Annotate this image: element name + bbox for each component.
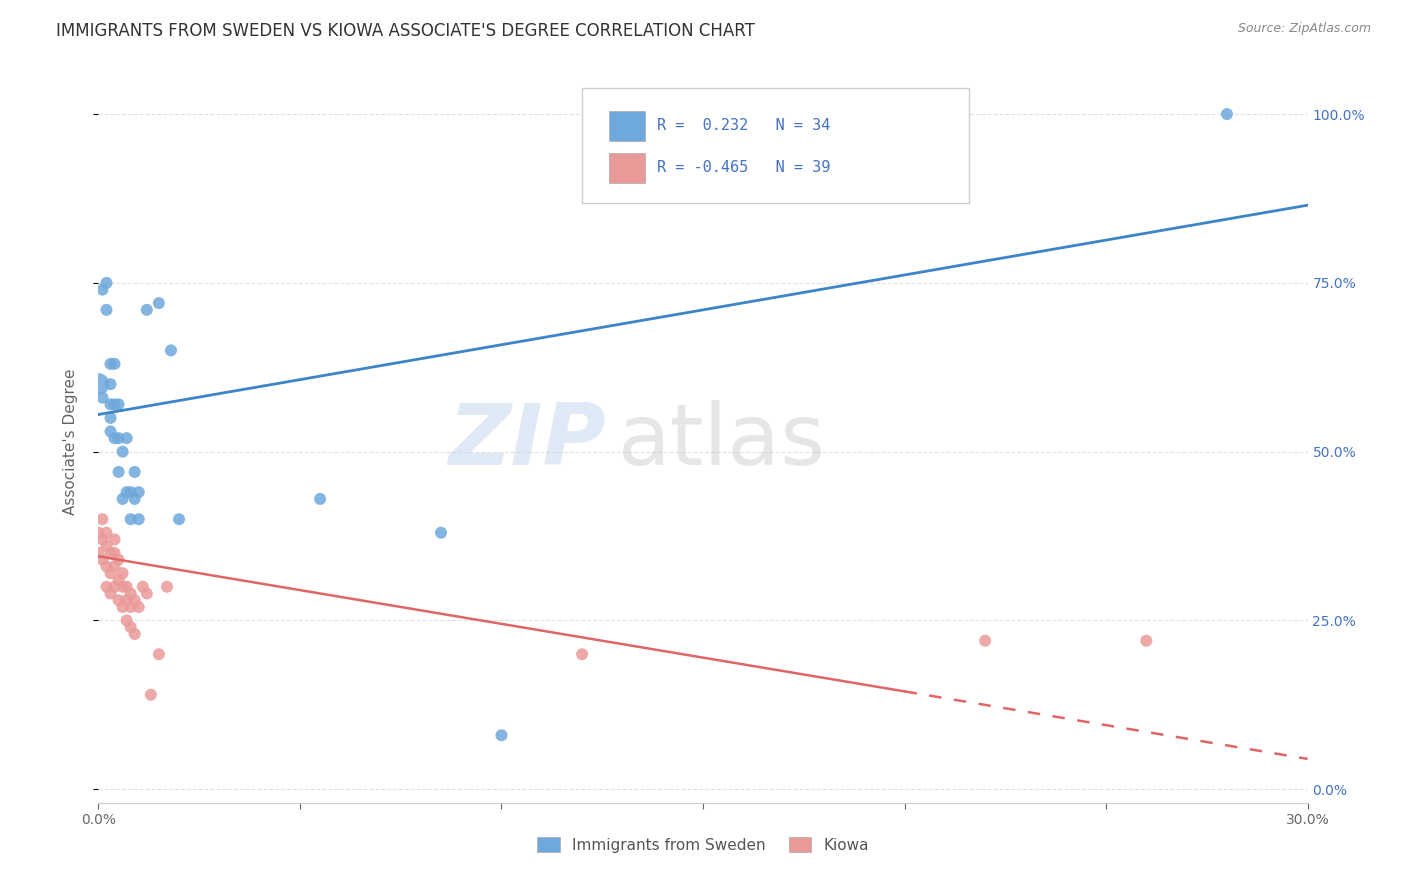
Point (103, 397, 125, 411)
Point (100, 377, 122, 392)
Point (103, 580, 125, 594)
Point (111, 566, 134, 581)
Y-axis label: Associate's Degree: Associate's Degree (63, 368, 77, 515)
Point (96, 525, 118, 540)
Point (87, 525, 110, 540)
Text: Source: ZipAtlas.com: Source: ZipAtlas.com (1237, 22, 1371, 36)
Point (107, 573, 129, 587)
Point (115, 485, 138, 500)
Point (148, 296, 170, 310)
Point (120, 586, 142, 600)
Point (120, 599, 142, 614)
Point (128, 599, 150, 614)
Point (103, 431, 125, 445)
Point (100, 566, 122, 581)
Point (107, 552, 129, 566)
Point (491, 728, 513, 742)
Point (96, 276, 118, 290)
Point (96, 559, 118, 574)
Point (124, 491, 146, 506)
Text: R = -0.465   N = 39: R = -0.465 N = 39 (657, 161, 831, 175)
Point (87, 546, 110, 560)
Point (100, 425, 122, 439)
Point (309, 491, 332, 506)
Point (103, 357, 125, 371)
Text: IMMIGRANTS FROM SWEDEN VS KIOWA ASSOCIATE'S DEGREE CORRELATION CHART: IMMIGRANTS FROM SWEDEN VS KIOWA ASSOCIAT… (56, 22, 755, 40)
Point (1135, 633, 1157, 648)
Point (87, 377, 110, 392)
Point (103, 559, 125, 574)
Point (107, 593, 129, 607)
Point (111, 599, 134, 614)
Point (91, 512, 114, 526)
Point (111, 444, 134, 458)
Point (111, 580, 134, 594)
Point (107, 465, 129, 479)
Point (107, 397, 129, 411)
Point (132, 580, 155, 594)
Bar (609, 111, 645, 141)
Point (135, 302, 157, 317)
Point (135, 586, 157, 600)
Point (124, 593, 146, 607)
Text: R =  0.232   N = 34: R = 0.232 N = 34 (657, 119, 831, 133)
Point (571, 647, 593, 661)
Point (115, 614, 138, 628)
Bar (609, 153, 645, 183)
Point (103, 546, 125, 560)
Point (115, 593, 138, 607)
Point (91, 283, 114, 297)
Point (160, 343, 183, 358)
Text: ZIP: ZIP (449, 400, 606, 483)
Point (156, 580, 179, 594)
Point (148, 647, 170, 661)
Point (128, 485, 150, 500)
Point (124, 465, 146, 479)
Point (974, 633, 997, 648)
Point (124, 627, 146, 641)
Point (120, 485, 142, 500)
FancyBboxPatch shape (582, 87, 969, 203)
Point (100, 411, 122, 425)
Text: atlas: atlas (619, 400, 827, 483)
Point (128, 512, 150, 526)
Point (103, 533, 125, 547)
Point (115, 431, 138, 445)
Legend: Immigrants from Sweden, Kiowa: Immigrants from Sweden, Kiowa (529, 829, 877, 860)
Point (120, 620, 142, 634)
Point (100, 357, 122, 371)
Point (120, 512, 142, 526)
Point (100, 546, 122, 560)
Point (107, 431, 129, 445)
Point (111, 491, 134, 506)
Point (96, 539, 118, 553)
Point (91, 533, 114, 547)
Point (167, 512, 190, 526)
Point (91, 391, 114, 405)
Point (139, 688, 162, 702)
Point (91, 552, 114, 566)
Point (100, 397, 122, 411)
Point (430, 525, 453, 540)
Point (96, 302, 118, 317)
Point (115, 580, 138, 594)
Point (100, 586, 122, 600)
Point (1216, 107, 1239, 121)
Point (96, 580, 118, 594)
